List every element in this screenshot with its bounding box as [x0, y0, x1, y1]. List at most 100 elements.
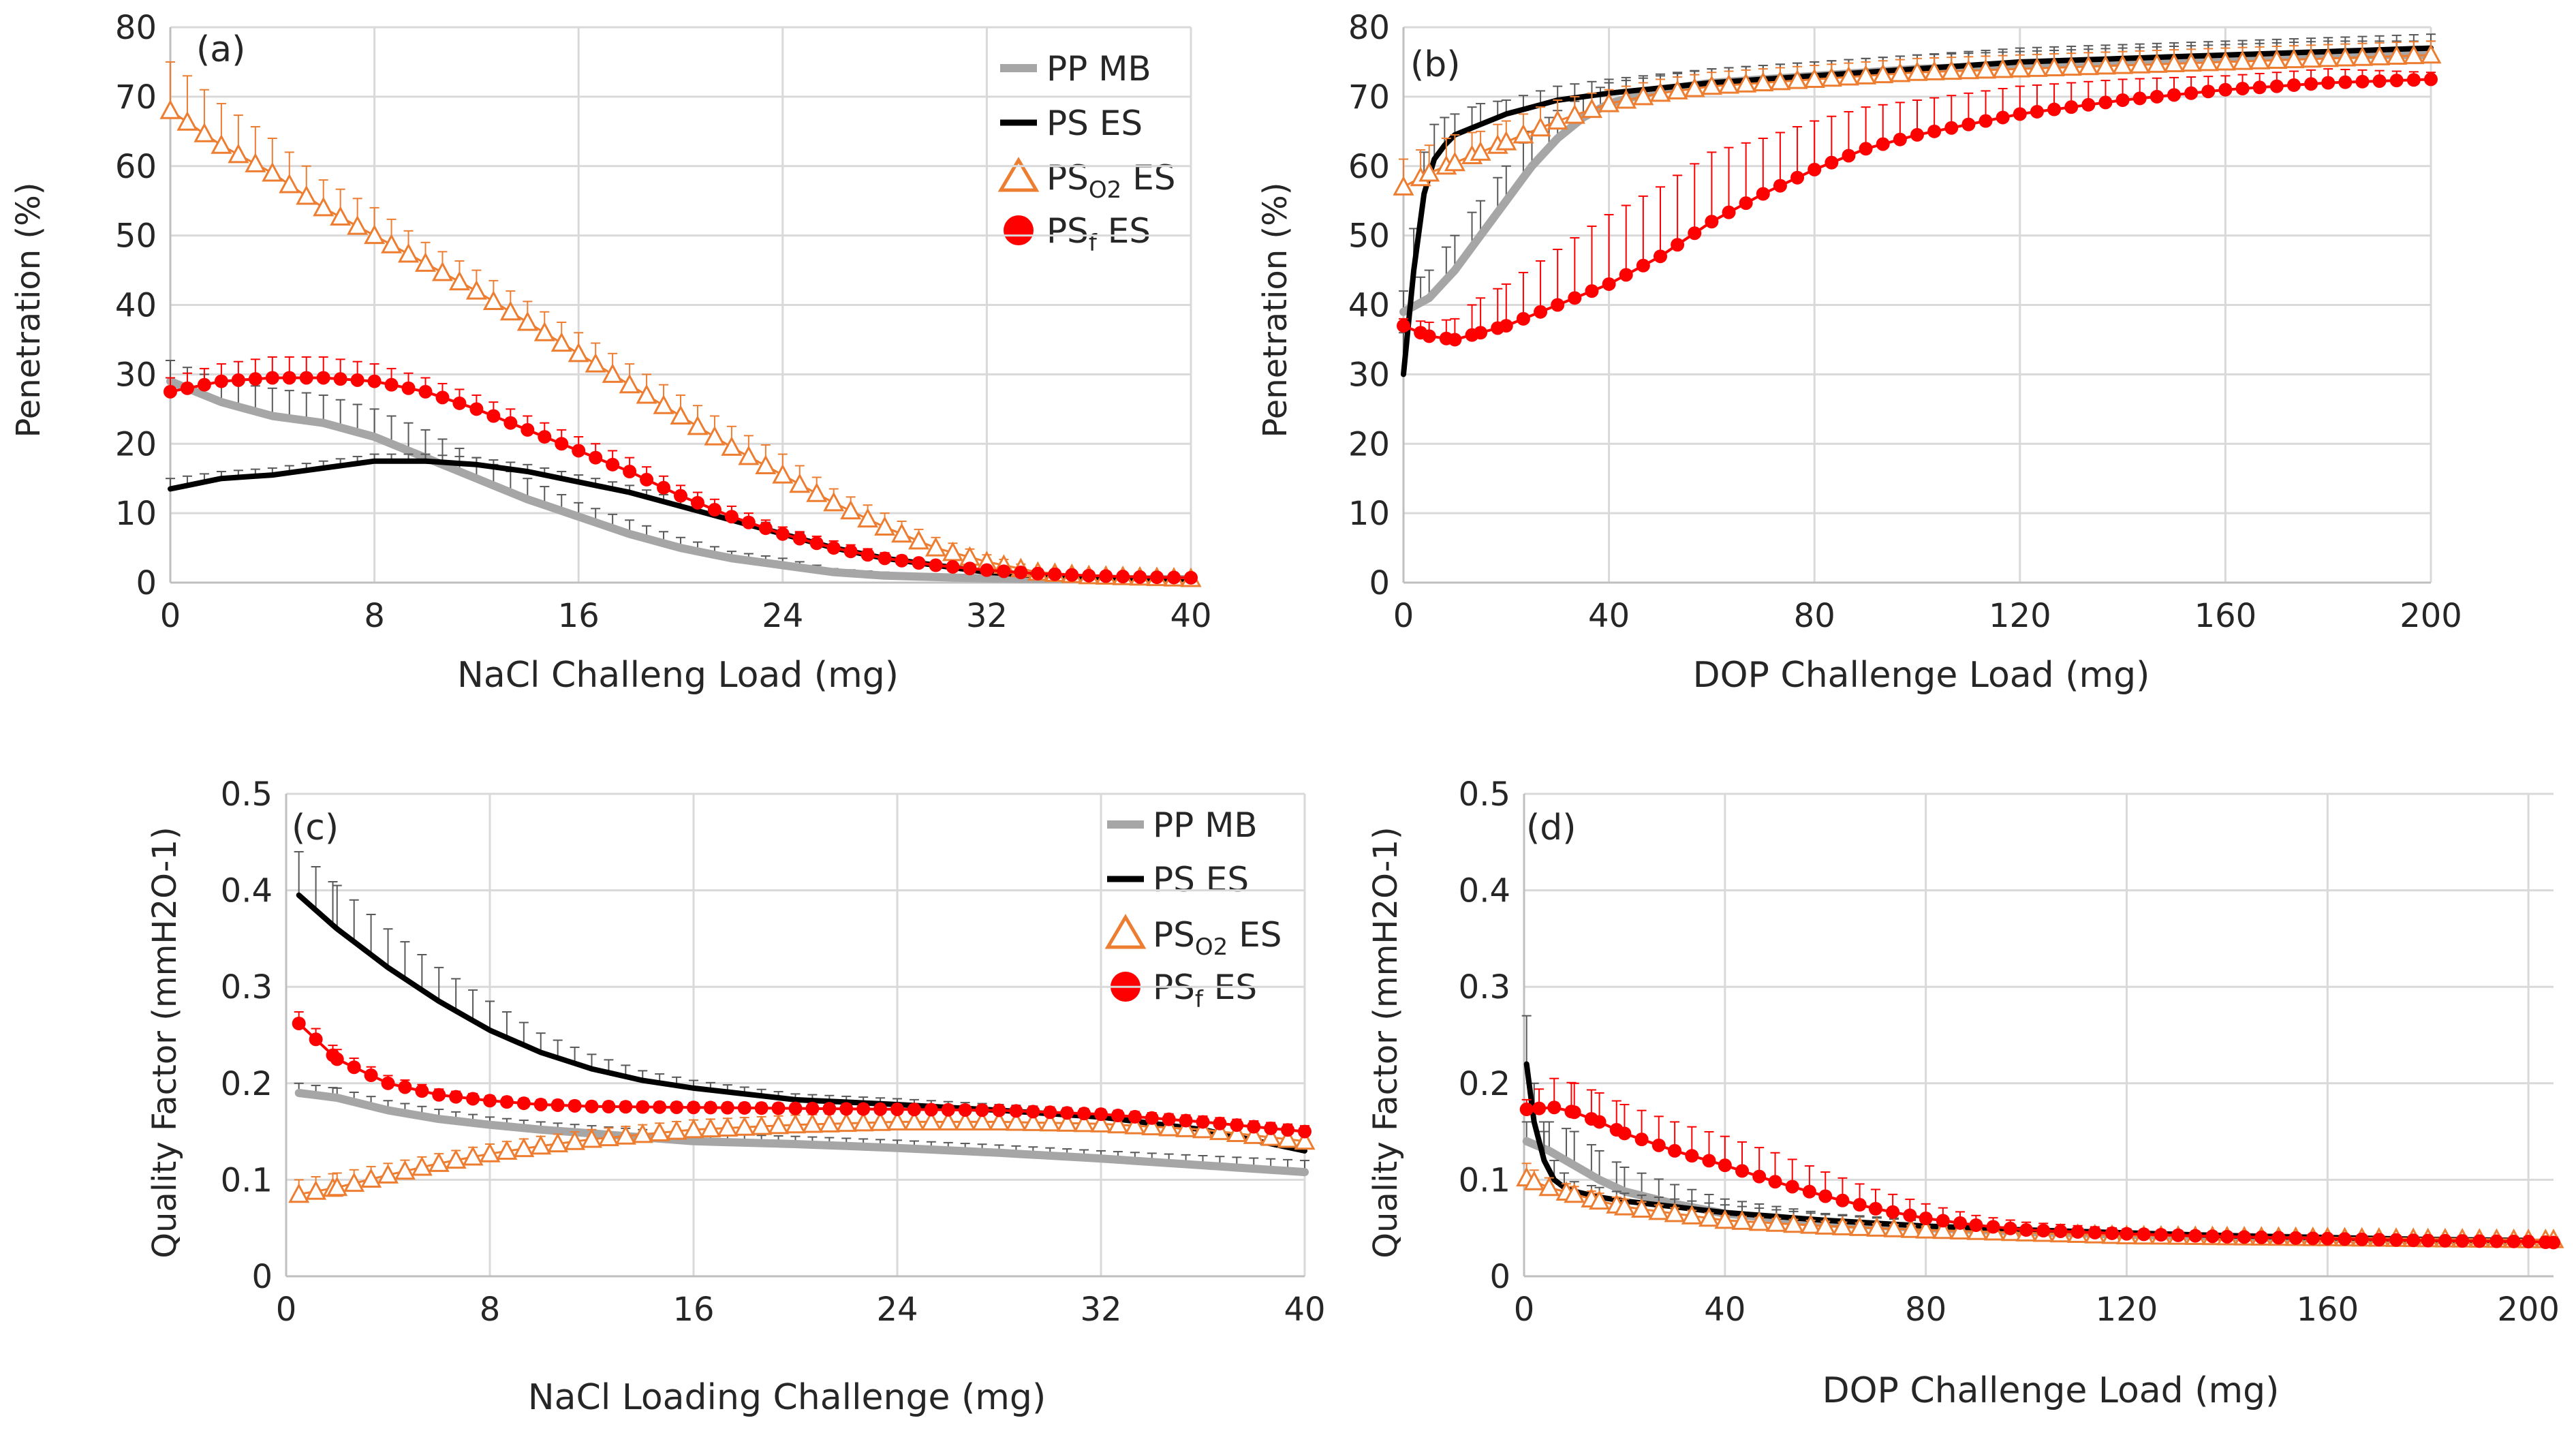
- data-point: [1523, 1171, 1545, 1190]
- data-point: [758, 521, 773, 536]
- data-point: [1900, 1218, 1922, 1238]
- data-point: [683, 1118, 704, 1139]
- data-point: [1499, 319, 1513, 333]
- panel-a-ylabel: Penetration (%): [10, 183, 48, 438]
- data-point: [751, 1115, 773, 1135]
- data-point: [1005, 1111, 1027, 1131]
- data-point: [929, 558, 943, 572]
- data-point: [1649, 82, 1671, 102]
- data-point: [1247, 1120, 1261, 1134]
- data-point: [2003, 1221, 2017, 1235]
- data-point: [2406, 73, 2421, 87]
- data-point: [958, 1103, 972, 1117]
- data-point: [738, 445, 760, 465]
- data-point: [1831, 1216, 1853, 1235]
- data-point: [997, 564, 1011, 579]
- data-point: [852, 1111, 874, 1132]
- data-point: [826, 541, 841, 555]
- data-point: [1944, 121, 1959, 135]
- data-point: [1422, 329, 1436, 343]
- data-point: [980, 563, 994, 577]
- data-point: [2249, 50, 2271, 70]
- data-point: [568, 1098, 582, 1113]
- data-point: [2252, 80, 2267, 95]
- legend-label-ps-es: PS ES: [1046, 104, 1143, 143]
- y-tick-label: 80: [115, 9, 157, 47]
- data-point: [2421, 1233, 2435, 1248]
- data-point: [818, 1113, 840, 1132]
- y-tick-label: 70: [1348, 78, 1390, 117]
- y-tick-label: 0: [251, 1258, 273, 1296]
- x-tick-label: 0: [1514, 1291, 1535, 1329]
- data-point: [445, 1149, 467, 1169]
- data-point: [2351, 46, 2373, 66]
- panel-c-xlabel: NaCl Loading Challenge (mg): [528, 1377, 1046, 1418]
- legend-c-item-pp-mb: PP MB: [1107, 805, 1258, 845]
- data-point: [1243, 1124, 1264, 1144]
- data-point: [1654, 249, 1667, 264]
- data-point: [1581, 98, 1602, 119]
- data-point: [316, 371, 330, 385]
- data-point: [1790, 170, 1805, 185]
- y-tick-label: 60: [115, 148, 157, 186]
- data-point: [946, 559, 960, 574]
- data-point: [1803, 68, 1825, 88]
- data-point: [2026, 57, 2048, 77]
- data-point: [1598, 92, 1620, 112]
- data-point: [1077, 1107, 1091, 1121]
- data-point: [2286, 78, 2301, 92]
- y-tick-label: 0: [136, 564, 157, 602]
- data-point: [2188, 1229, 2203, 1243]
- data-point: [462, 1145, 484, 1166]
- data-point: [1397, 319, 1410, 333]
- data-point: [1681, 1205, 1703, 1224]
- data-point: [326, 1176, 348, 1197]
- data-point: [1026, 1105, 1040, 1119]
- data-point: [1957, 59, 1979, 80]
- data-point: [1516, 311, 1530, 326]
- data-point: [869, 1111, 891, 1131]
- series-ps-o2-es: [1393, 40, 2442, 196]
- data-point: [1167, 570, 1181, 585]
- data-point: [1910, 127, 1924, 142]
- data-point: [2047, 102, 2062, 117]
- data-point: [176, 111, 198, 131]
- data-point: [1158, 1116, 1180, 1137]
- data-point: [2088, 1225, 2102, 1239]
- data-point: [483, 1094, 497, 1108]
- panel-d: (d) Quality Factor (mmH2O-1) DOP Challen…: [1367, 807, 2279, 1411]
- data-point: [1107, 1113, 1129, 1134]
- series-ps-es: [1399, 33, 2436, 377]
- data-point: [784, 1113, 807, 1134]
- data-point: [265, 371, 279, 385]
- data-point: [1714, 1209, 1736, 1229]
- data-point: [2201, 84, 2216, 99]
- data-point: [741, 515, 756, 529]
- data-point: [2424, 72, 2438, 87]
- data-point: [1175, 1118, 1197, 1137]
- data-point: [2019, 1223, 2034, 1237]
- data-point: [2389, 74, 2404, 88]
- data-point: [1802, 1184, 1816, 1199]
- data-point: [2338, 75, 2353, 89]
- legend-c-item-ps-o2-es: PSO2 ES: [1104, 914, 1282, 961]
- panel-a-xlabel: NaCl Challeng Load (mg): [457, 655, 899, 696]
- x-tick-label: 32: [1080, 1291, 1121, 1329]
- data-point: [670, 405, 692, 425]
- data-point: [248, 372, 262, 386]
- data-point: [788, 1101, 803, 1115]
- data-point: [394, 1160, 416, 1180]
- data-point: [1889, 62, 1911, 82]
- y-tick-label: 60: [1348, 148, 1390, 186]
- panel-b-xlabel: DOP Challenge Load (mg): [1693, 655, 2150, 696]
- data-point: [1859, 142, 1873, 156]
- data-point: [1800, 1214, 1822, 1234]
- data-point: [856, 1102, 871, 1116]
- data-point: [299, 371, 313, 385]
- legend-label-ps-o2-sub: O2: [1089, 176, 1121, 204]
- data-point: [687, 1100, 700, 1115]
- data-point: [1698, 1207, 1720, 1227]
- data-point: [2338, 1232, 2352, 1246]
- y-tick-label: 20: [115, 425, 157, 463]
- data-point: [2455, 1234, 2470, 1248]
